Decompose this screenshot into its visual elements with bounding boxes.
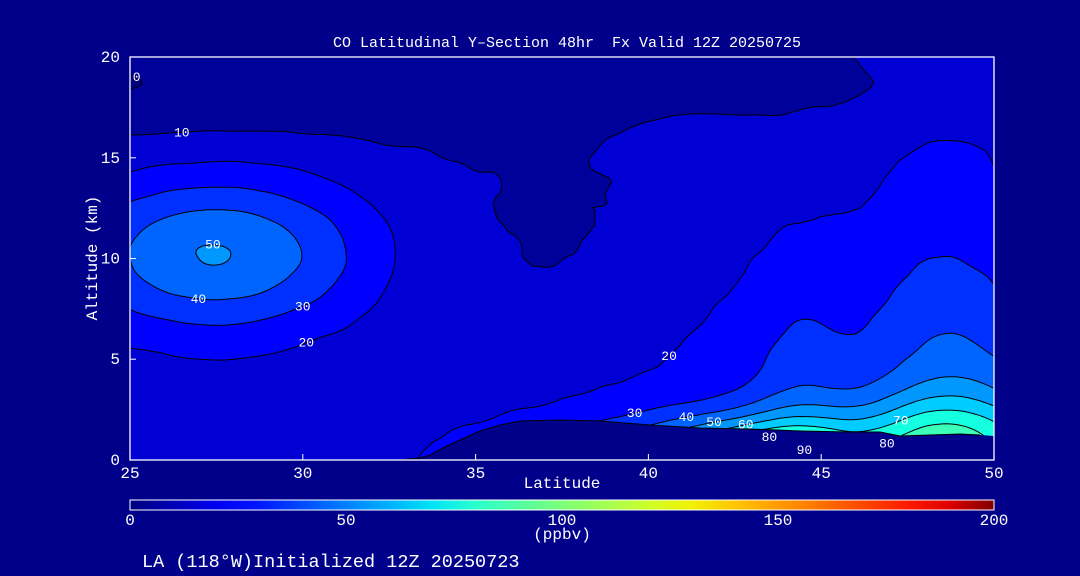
svg-text:50: 50 xyxy=(336,512,355,530)
svg-text:40: 40 xyxy=(191,292,207,307)
svg-text:25: 25 xyxy=(120,465,139,483)
svg-text:40: 40 xyxy=(639,465,658,483)
svg-text:5: 5 xyxy=(110,351,120,369)
svg-text:50: 50 xyxy=(706,415,722,430)
svg-text:80: 80 xyxy=(879,436,895,451)
svg-text:35: 35 xyxy=(466,465,485,483)
svg-text:80: 80 xyxy=(762,430,778,445)
svg-text:10: 10 xyxy=(174,125,190,140)
svg-text:15: 15 xyxy=(101,150,120,168)
svg-text:20: 20 xyxy=(101,49,120,67)
svg-text:150: 150 xyxy=(764,512,793,530)
svg-text:50: 50 xyxy=(205,238,221,253)
svg-text:CO Latitudinal Y–Section 48hr: CO Latitudinal Y–Section 48hr Fx Valid 1… xyxy=(333,35,801,52)
svg-text:Latitude: Latitude xyxy=(524,475,601,493)
svg-text:10: 10 xyxy=(101,251,120,269)
svg-text:0: 0 xyxy=(133,70,141,85)
svg-text:0: 0 xyxy=(110,452,120,470)
svg-text:60: 60 xyxy=(738,418,754,433)
svg-text:LA (118°W)Initialized 12Z 2025: LA (118°W)Initialized 12Z 20250723 xyxy=(142,552,519,573)
svg-text:0: 0 xyxy=(125,512,135,530)
svg-text:45: 45 xyxy=(812,465,831,483)
svg-text:40: 40 xyxy=(679,410,695,425)
svg-text:20: 20 xyxy=(298,336,314,351)
svg-text:50: 50 xyxy=(984,465,1003,483)
svg-text:(ppbv): (ppbv) xyxy=(533,526,591,544)
svg-text:30: 30 xyxy=(627,406,643,421)
svg-text:20: 20 xyxy=(661,349,677,364)
svg-text:70: 70 xyxy=(893,414,909,429)
svg-text:30: 30 xyxy=(295,299,311,314)
svg-text:200: 200 xyxy=(980,512,1009,530)
svg-text:90: 90 xyxy=(797,443,813,458)
svg-text:30: 30 xyxy=(293,465,312,483)
svg-text:Altitude (km): Altitude (km) xyxy=(84,196,102,321)
